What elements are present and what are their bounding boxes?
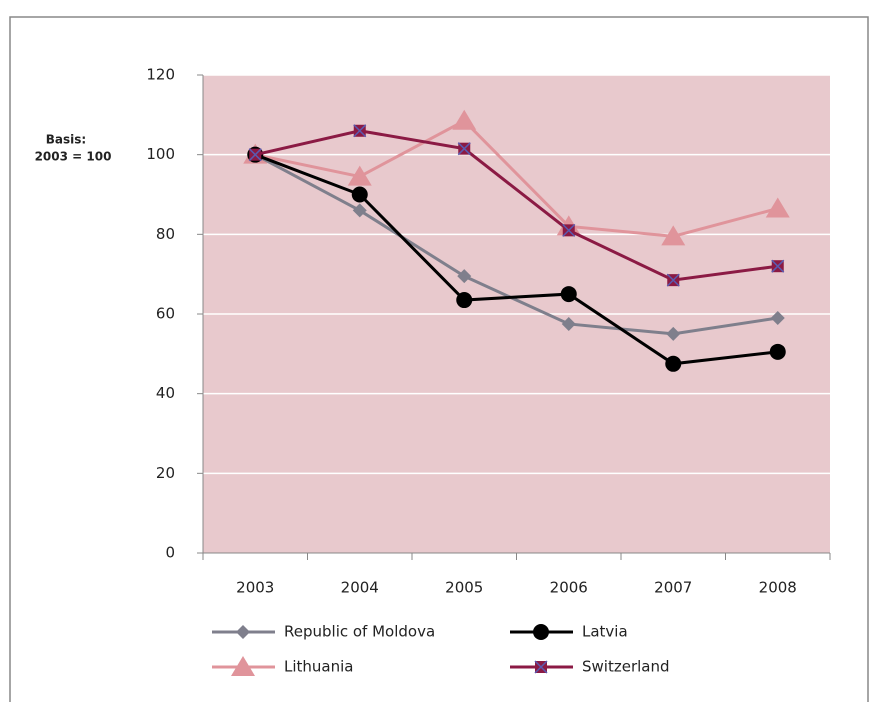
data-point-cross bbox=[562, 223, 576, 237]
y-tick-label: 0 bbox=[165, 544, 175, 562]
data-point bbox=[665, 355, 682, 372]
data-point bbox=[352, 203, 367, 218]
series-line bbox=[254, 153, 778, 366]
data-point-cross bbox=[457, 142, 471, 156]
data-point bbox=[457, 269, 472, 284]
x-tick-label: 2003 bbox=[236, 579, 274, 597]
legend-label: Latvia bbox=[582, 623, 628, 641]
x-tick-label: 2007 bbox=[654, 579, 692, 597]
data-point bbox=[666, 326, 681, 341]
x-tick-label: 2008 bbox=[759, 579, 797, 597]
x-tick-label: 2005 bbox=[445, 579, 483, 597]
data-point bbox=[560, 286, 577, 303]
legend-marker-cross bbox=[534, 660, 548, 674]
legend-label: Switzerland bbox=[582, 658, 670, 676]
data-point-cross bbox=[771, 259, 785, 273]
data-point bbox=[661, 225, 686, 246]
x-tick-label: 2006 bbox=[550, 579, 588, 597]
chart-frame bbox=[9, 16, 869, 702]
y-tick-label: 80 bbox=[156, 225, 175, 243]
data-point bbox=[765, 197, 790, 218]
x-tick-label: 2004 bbox=[341, 579, 379, 597]
legend-marker bbox=[236, 625, 250, 639]
series-line bbox=[254, 118, 779, 238]
legend-label: Lithuania bbox=[284, 658, 353, 676]
data-point bbox=[769, 343, 786, 360]
series-line bbox=[254, 153, 778, 336]
series-line bbox=[254, 129, 778, 282]
data-point bbox=[347, 165, 372, 186]
data-point bbox=[561, 316, 576, 331]
y-tick-label: 40 bbox=[156, 384, 175, 402]
y-tick-label: 120 bbox=[146, 66, 175, 84]
y-tick-label: 20 bbox=[156, 464, 175, 482]
data-point bbox=[770, 310, 785, 325]
data-point bbox=[456, 292, 473, 309]
y-tick-label: 100 bbox=[146, 145, 175, 163]
data-point bbox=[452, 109, 477, 130]
data-point-cross bbox=[248, 148, 262, 162]
legend-marker bbox=[533, 624, 549, 640]
annotation: Basis: bbox=[46, 133, 86, 147]
data-point-cross bbox=[353, 124, 367, 138]
data-point bbox=[351, 186, 368, 203]
y-tick-label: 60 bbox=[156, 305, 175, 323]
data-point-cross bbox=[666, 273, 680, 287]
legend-marker bbox=[231, 656, 255, 676]
annotation: 2003 = 100 bbox=[35, 150, 112, 164]
legend-label: Republic of Moldova bbox=[284, 623, 435, 641]
